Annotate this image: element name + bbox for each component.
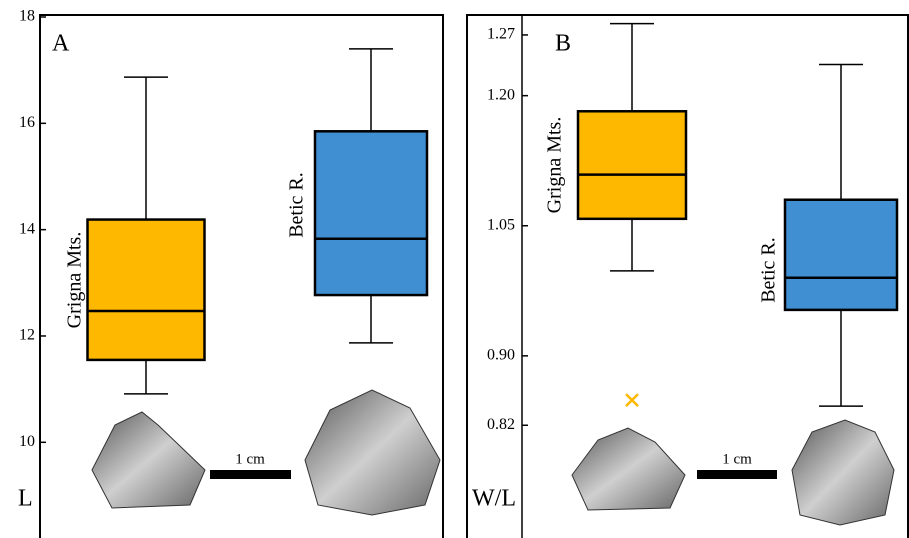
series-label: Betic R. [286, 172, 308, 238]
box [315, 131, 427, 295]
fossil-image [305, 390, 440, 515]
y-tick-label: 14 [19, 220, 35, 237]
y-tick-label: 0.82 [487, 416, 515, 433]
chart: 1 cm 1 cm A B L W/L 10 12 14 16 18 Grigna Mts… [0, 0, 909, 538]
y-tick-label: 0.90 [487, 347, 515, 364]
y-tick-label: 16 [19, 114, 35, 131]
series-label: Grigna Mts. [544, 117, 566, 214]
y-tick-label: 18 [19, 8, 35, 25]
y-tick-label: 10 [19, 433, 35, 450]
box [88, 220, 205, 360]
page: 1 cm 1 cm A B L W/L 10 12 14 16 18 Grigna Mts… [0, 0, 909, 538]
scale-bar [697, 470, 777, 479]
y-axis-label: W/L [472, 486, 516, 512]
panel-label: B [555, 31, 571, 57]
series-label: Grigna Mts. [64, 232, 86, 329]
outlier [626, 394, 638, 406]
scale-label: 1 cm [235, 451, 265, 467]
scale-label: 1 cm [722, 451, 752, 467]
y-tick-label: 1.05 [487, 216, 515, 233]
y-tick-label: 1.20 [487, 86, 515, 103]
fossil-image [92, 412, 205, 508]
y-tick-label: 1.27 [487, 26, 515, 43]
box [785, 200, 897, 310]
fossil-image [792, 420, 894, 525]
series-label: Betic R. [758, 237, 780, 303]
y-axis-label: L [18, 486, 33, 512]
panel-label: A [52, 31, 70, 57]
y-tick-label: 12 [19, 327, 35, 344]
box [578, 111, 686, 219]
scale-bar [210, 470, 291, 479]
fossil-image [572, 428, 685, 510]
